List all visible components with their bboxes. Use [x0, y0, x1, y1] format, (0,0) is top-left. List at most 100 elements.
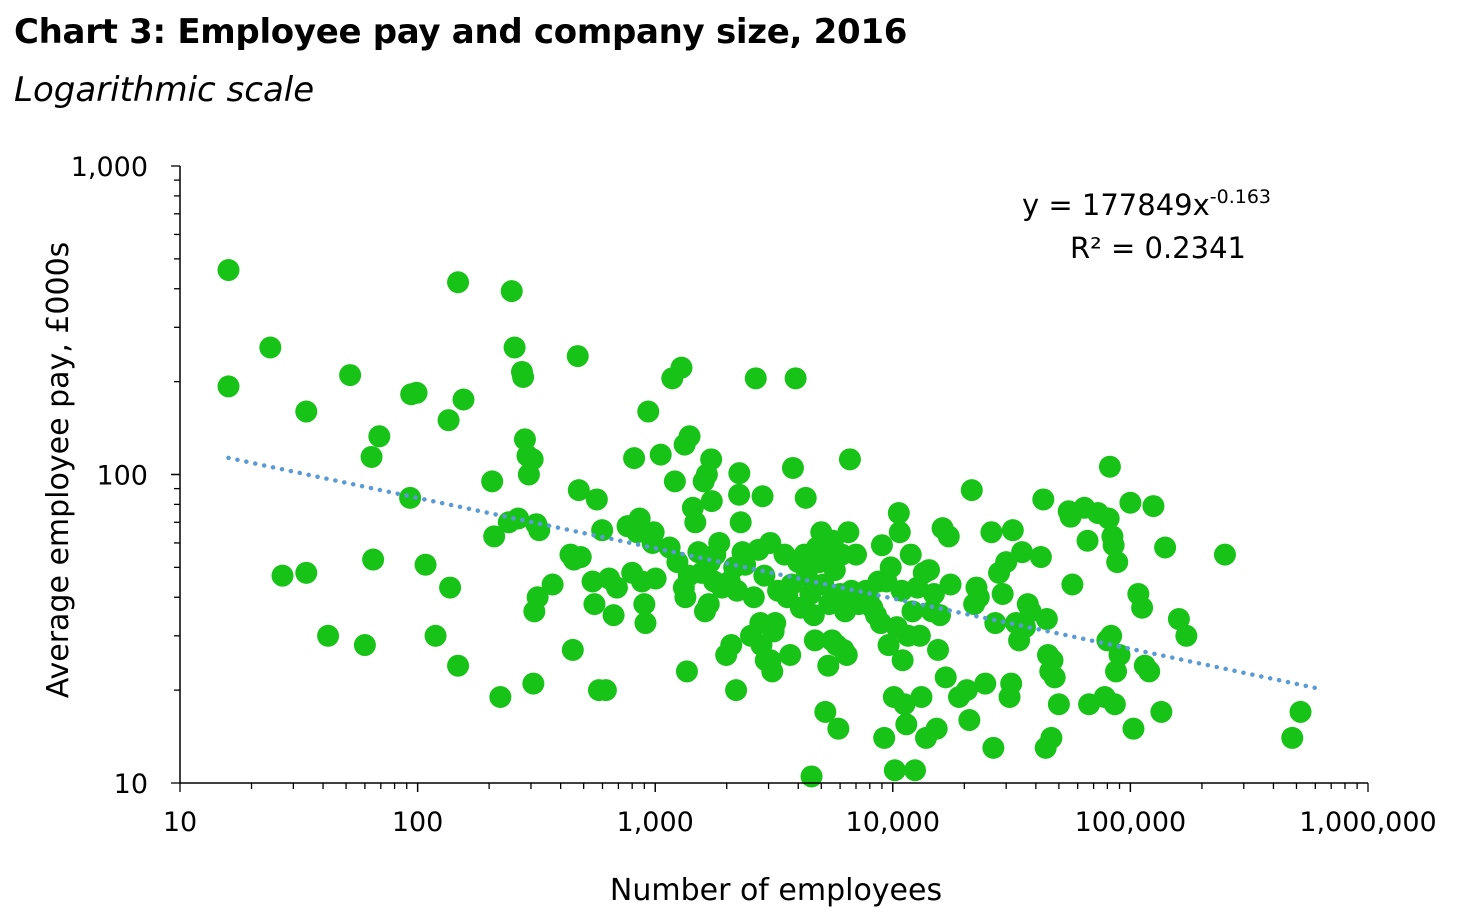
data-point [903, 759, 926, 782]
trendline [226, 455, 1318, 691]
data-point [1043, 666, 1066, 689]
data-point [623, 447, 646, 470]
data-point [637, 400, 660, 423]
data-point [1131, 596, 1154, 619]
data-point [700, 490, 723, 513]
data-point [317, 624, 340, 647]
trendline-equation: y = 177849x-0.163 [1022, 186, 1271, 222]
data-point [633, 593, 656, 616]
data-point [439, 576, 462, 599]
data-point [827, 717, 850, 740]
data-point [567, 479, 590, 502]
data-point [761, 660, 784, 683]
data-point [581, 570, 604, 593]
data-point [697, 593, 720, 616]
data-point [674, 586, 697, 609]
data-point [675, 660, 698, 683]
data-point [1032, 488, 1055, 511]
data-point [1047, 693, 1070, 716]
data-point [353, 634, 376, 657]
data-point [1019, 600, 1042, 623]
data-point [958, 709, 981, 732]
data-point [1076, 529, 1099, 552]
data-point [512, 366, 535, 389]
data-point [939, 573, 962, 596]
data-point [1213, 543, 1236, 566]
data-point [602, 604, 625, 627]
data-point [642, 521, 665, 544]
data-point [891, 649, 914, 672]
data-point [528, 519, 551, 542]
data-point [883, 759, 906, 782]
data-point [742, 586, 765, 609]
data-point [399, 486, 422, 509]
data-point [895, 713, 918, 736]
data-point [1142, 495, 1165, 518]
data-point [700, 448, 723, 471]
data-point [800, 765, 823, 788]
x-tick-label: 1,000 [617, 807, 694, 838]
data-point [802, 604, 825, 627]
chart-title: Chart 3: Employee pay and company size, … [14, 12, 908, 52]
data-point [447, 271, 470, 294]
data-point [1061, 573, 1084, 596]
data-point [967, 586, 990, 609]
data-point [521, 448, 544, 471]
data-point [217, 259, 240, 282]
data-point [217, 375, 240, 398]
data-point [678, 425, 701, 448]
data-point [566, 345, 589, 368]
data-point [1175, 624, 1198, 647]
data-point [984, 612, 1007, 635]
data-point [362, 548, 385, 571]
data-point [414, 553, 437, 576]
data-point [1100, 624, 1123, 647]
data-point [720, 634, 743, 657]
data-point [753, 564, 776, 587]
data-point [295, 561, 318, 584]
data-point [405, 381, 428, 404]
data-point [725, 679, 748, 702]
data-point [295, 400, 318, 423]
data-point [1040, 726, 1063, 749]
data-point [684, 511, 707, 534]
data-point [1138, 660, 1161, 683]
data-point [879, 556, 902, 579]
data-point [870, 534, 893, 557]
data-point [360, 445, 383, 468]
data-point [982, 736, 1005, 759]
data-point [873, 726, 896, 749]
data-point [734, 553, 757, 576]
data-point [927, 638, 950, 661]
data-point [784, 367, 807, 390]
y-tick-label: 100 [96, 461, 148, 492]
data-point [708, 531, 731, 554]
x-tick-label: 100 [392, 807, 444, 838]
data-point [663, 470, 686, 493]
data-point [1097, 507, 1120, 530]
data-point [837, 521, 860, 544]
data-point [781, 456, 804, 479]
data-point [424, 624, 447, 647]
data-point [960, 479, 983, 502]
y-tick-label: 1,000 [71, 152, 148, 183]
data-point [910, 686, 933, 709]
data-point [925, 717, 948, 740]
data-point [670, 356, 693, 379]
data-point [803, 629, 826, 652]
data-point [561, 638, 584, 661]
data-point [594, 679, 617, 702]
y-tick-label: 10 [114, 769, 148, 800]
data-point [728, 462, 751, 485]
data-point [489, 686, 512, 709]
data-point [751, 485, 774, 508]
data-point [447, 654, 470, 677]
data-point [1150, 700, 1173, 723]
chart-subtitle: Logarithmic scale [14, 70, 315, 110]
points-layer [217, 259, 1312, 788]
data-point [1103, 693, 1126, 716]
data-point [628, 507, 651, 530]
x-tick-label: 10 [163, 807, 197, 838]
data-point [507, 507, 530, 530]
x-tick-label: 10,000 [846, 807, 940, 838]
